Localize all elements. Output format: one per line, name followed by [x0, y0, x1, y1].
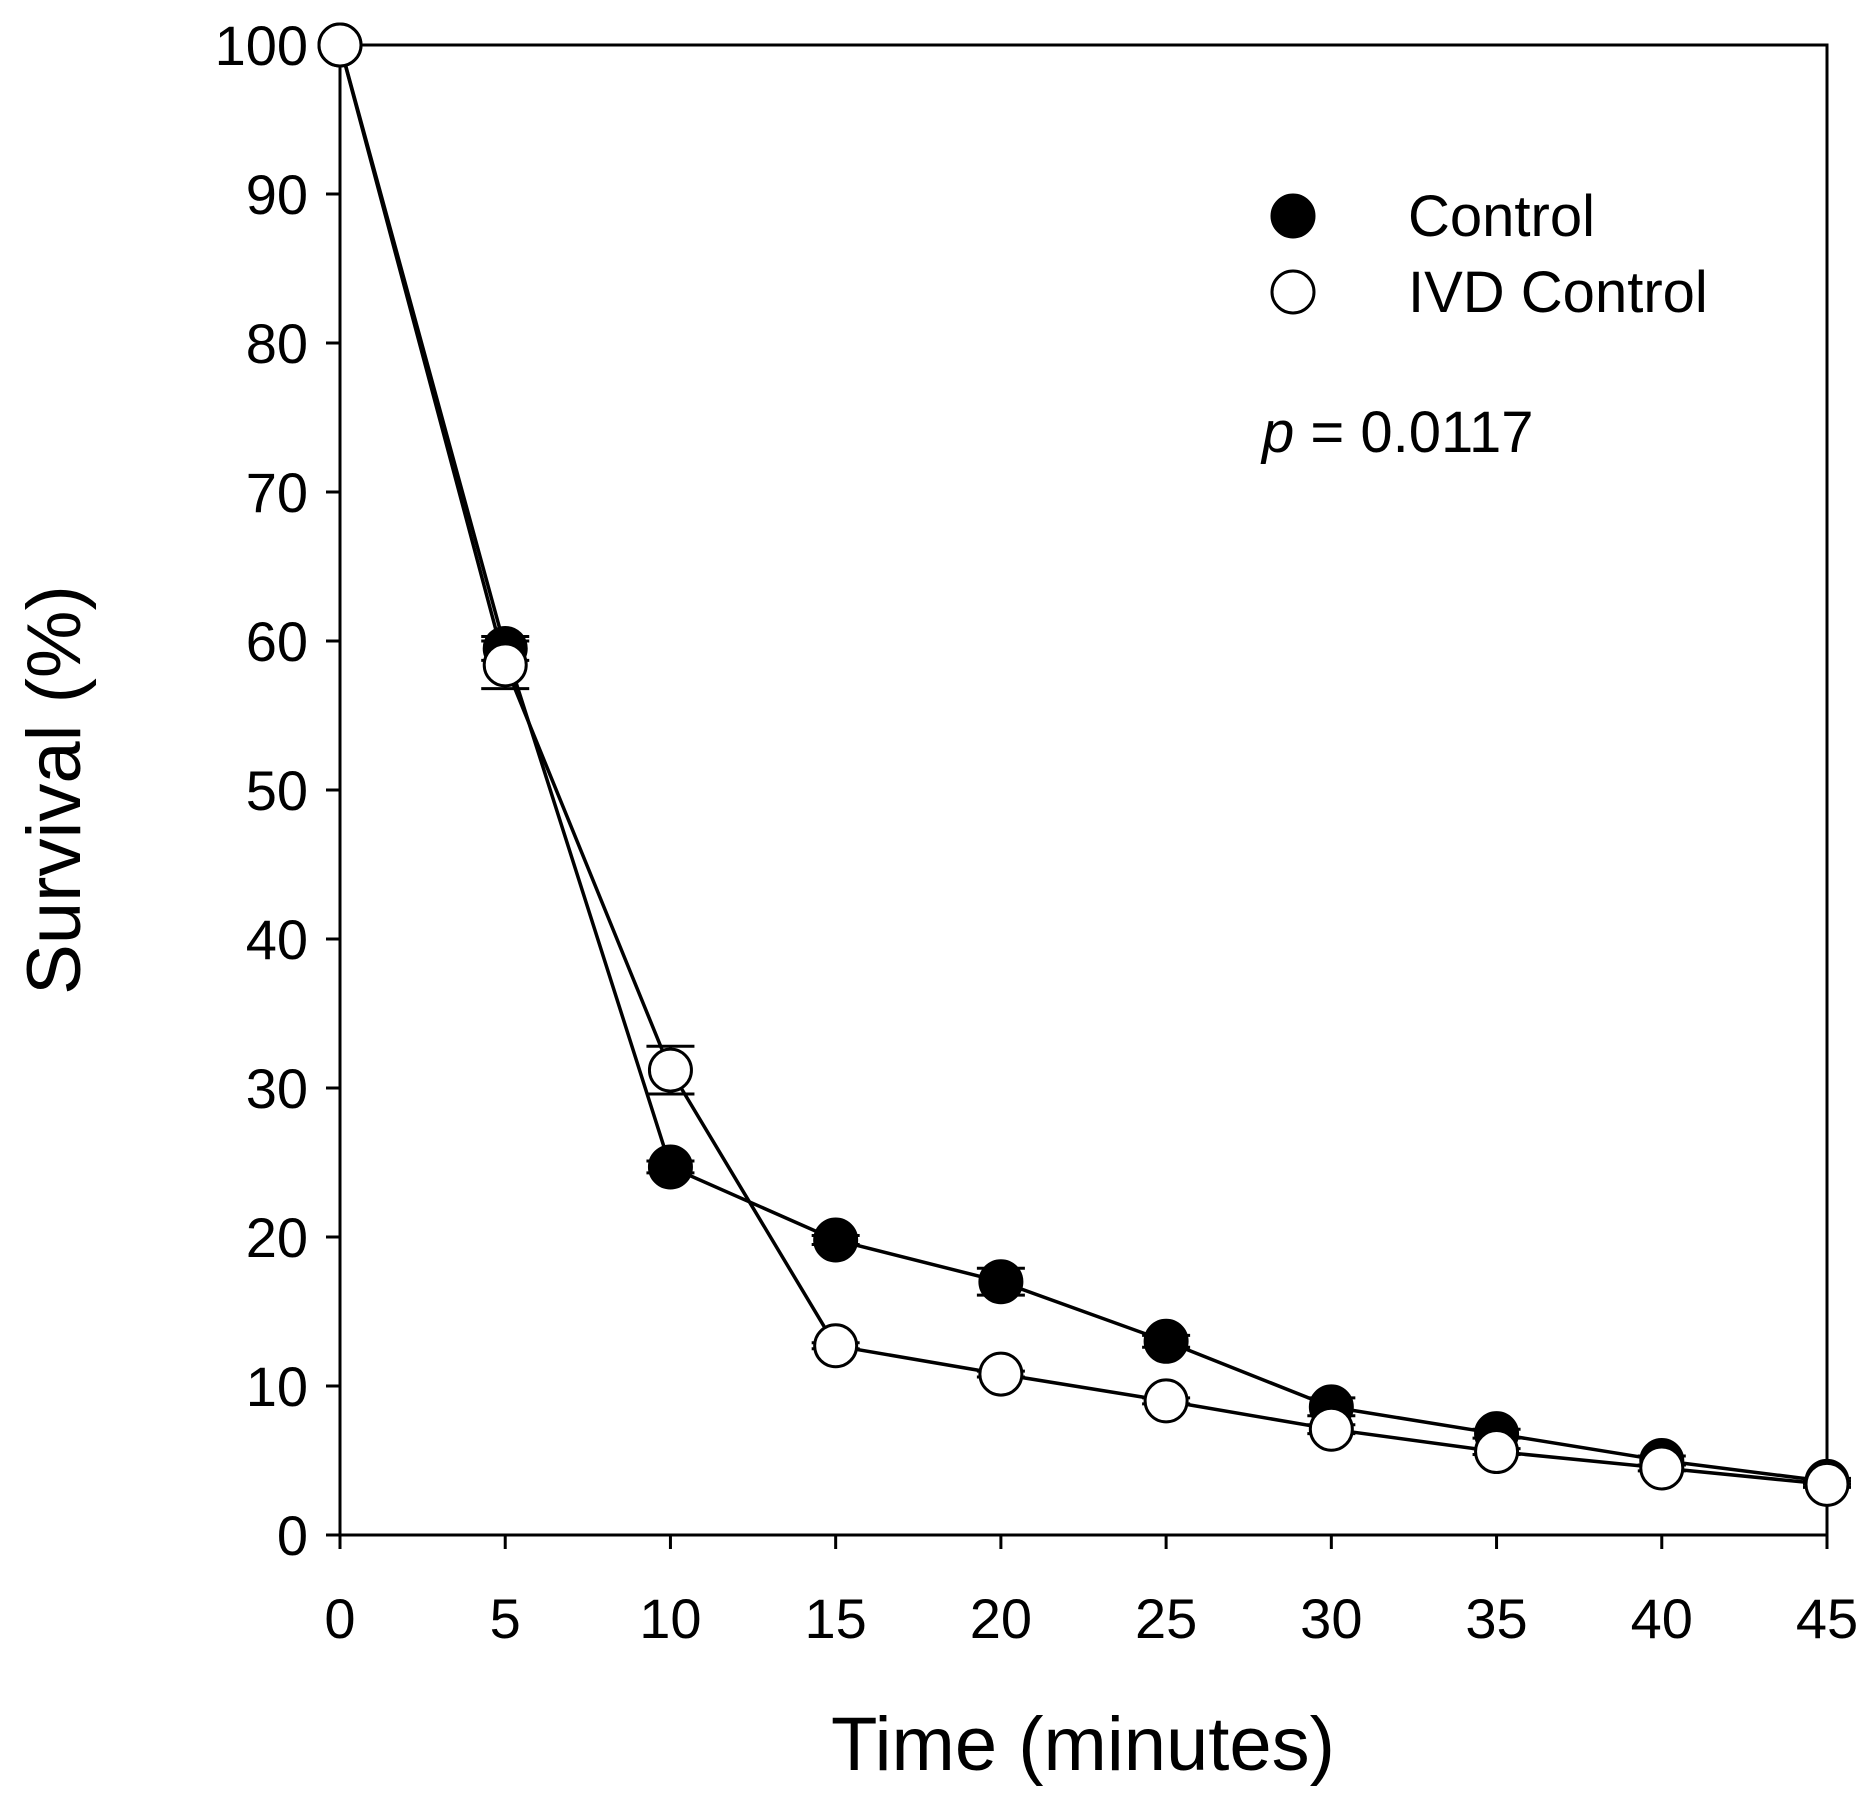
data-point-control [647, 1144, 693, 1190]
y-tick-label: 20 [246, 1206, 308, 1269]
y-tick-label: 50 [246, 759, 308, 822]
data-point-control [978, 1259, 1024, 1305]
y-tick-label: 10 [246, 1355, 308, 1418]
x-tick-label: 0 [324, 1587, 355, 1650]
y-tick-label: 60 [246, 610, 308, 673]
legend-marker-ivd-control [1270, 269, 1316, 315]
data-point-ivd-control [813, 1323, 859, 1369]
data-point-ivd-control [1639, 1445, 1685, 1491]
data-point-ivd-control [1308, 1406, 1354, 1452]
legend-marker-control [1270, 193, 1316, 239]
y-tick-label: 70 [246, 461, 308, 524]
y-axis: 0 10 20 30 40 50 60 70 80 90 100 [215, 14, 340, 1567]
data-point-ivd-control [1474, 1429, 1520, 1475]
y-tick-label: 40 [246, 908, 308, 971]
data-point-ivd-control [1143, 1378, 1189, 1424]
x-tick-label: 10 [639, 1587, 701, 1650]
p-symbol: p [1260, 400, 1294, 465]
data-point-ivd-control [647, 1047, 693, 1093]
y-tick-label: 100 [215, 14, 308, 77]
x-tick-label: 25 [1135, 1587, 1197, 1650]
series-line-control [338, 44, 1828, 1484]
legend: Control IVD Control [1270, 184, 1708, 325]
x-tick-label: 20 [970, 1587, 1032, 1650]
p-value-annotation: p = 0.0117 [1260, 400, 1533, 465]
x-tick-label: 30 [1300, 1587, 1362, 1650]
data-point-ivd-control [317, 22, 363, 68]
x-tick-label: 45 [1796, 1587, 1858, 1650]
x-tick-label: 5 [490, 1587, 521, 1650]
p-value-text: = 0.0117 [1294, 400, 1533, 465]
x-axis-title: Time (minutes) [831, 1702, 1335, 1787]
series-layer [317, 22, 1851, 1507]
x-tick-label: 35 [1465, 1587, 1527, 1650]
series-line-ivd-control [338, 44, 1828, 1487]
x-tick-label: 15 [805, 1587, 867, 1650]
data-point-ivd-control [482, 642, 528, 688]
y-tick-label: 30 [246, 1057, 308, 1120]
legend-label-ivd-control: IVD Control [1408, 260, 1708, 325]
data-point-ivd-control [1804, 1461, 1850, 1507]
y-tick-label: 80 [246, 312, 308, 375]
x-axis: 0 5 10 15 20 25 30 35 40 45 [324, 1535, 1858, 1650]
data-point-control [1143, 1318, 1189, 1364]
y-axis-title: Survival (%) [12, 585, 97, 995]
data-point-control [813, 1217, 859, 1263]
data-point-ivd-control [978, 1351, 1024, 1397]
x-tick-label: 40 [1631, 1587, 1693, 1650]
legend-label-control: Control [1408, 184, 1595, 249]
y-tick-label: 0 [277, 1504, 308, 1567]
y-tick-label: 90 [246, 163, 308, 226]
